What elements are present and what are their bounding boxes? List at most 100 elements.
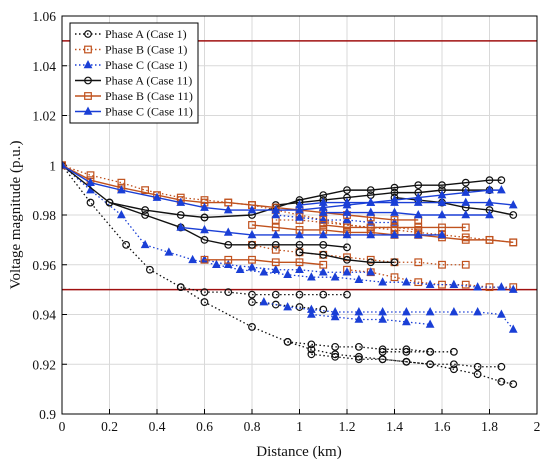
series-line [204, 259, 324, 266]
data-point [497, 377, 506, 386]
data-point [318, 229, 328, 239]
data-point [319, 240, 328, 249]
legend-label: Phase C (Case 1) [105, 58, 187, 72]
y-tick-label: 1 [49, 158, 56, 173]
data-point [188, 254, 197, 264]
data-point [283, 337, 292, 346]
x-tick-label: 0 [59, 419, 66, 434]
y-tick-label: 1.04 [32, 59, 56, 74]
data-point [497, 176, 506, 185]
data-point [330, 312, 340, 321]
series-6 [62, 160, 518, 239]
data-point [413, 229, 423, 239]
x-tick-label: 0.2 [101, 419, 118, 434]
data-point [426, 360, 435, 369]
data-point [413, 210, 423, 219]
data-point [366, 255, 375, 264]
series-line [299, 251, 395, 263]
data-point [343, 253, 351, 262]
data-point [164, 247, 174, 256]
data-point [307, 340, 316, 349]
series-line [275, 189, 490, 206]
data-point [402, 317, 411, 326]
data-point [319, 250, 328, 259]
series-line [251, 224, 514, 244]
series-line [394, 196, 514, 216]
legend-label: Phase B (Case 1) [105, 43, 187, 57]
data-point [319, 290, 328, 299]
data-point [307, 309, 316, 318]
data-point [283, 302, 292, 311]
series-line [299, 201, 514, 206]
data-point [414, 278, 423, 287]
data-point [295, 258, 304, 267]
data-point [473, 370, 482, 379]
y-axis-label: Voltage magnitude (p.u.) [8, 141, 24, 290]
data-point [141, 186, 150, 195]
data-point [141, 206, 150, 214]
data-point [378, 345, 387, 354]
x-tick-label: 2 [534, 419, 541, 434]
data-point [485, 185, 494, 194]
legend-marker [84, 30, 92, 38]
data-point [508, 284, 518, 293]
data-point [425, 319, 435, 328]
data-point [508, 324, 518, 333]
data-point [461, 178, 470, 187]
data-point [343, 243, 351, 252]
data-point [437, 197, 447, 206]
data-point [200, 235, 209, 244]
data-point [271, 210, 281, 219]
x-axis-label: Distance (km) [256, 444, 341, 460]
data-point [318, 197, 328, 206]
data-point [366, 186, 375, 195]
data-point [354, 355, 363, 364]
data-point [378, 277, 387, 286]
data-point [414, 181, 423, 190]
data-point [437, 210, 447, 219]
data-point [176, 211, 185, 219]
data-point [390, 207, 399, 216]
data-point [461, 210, 471, 219]
data-point [223, 205, 233, 214]
legend-marker [83, 60, 93, 69]
y-tick-label: 0.98 [32, 208, 56, 223]
data-point [342, 229, 352, 239]
data-point [378, 347, 387, 356]
data-point [247, 229, 257, 239]
data-point [509, 211, 518, 219]
data-point [248, 240, 256, 249]
data-point [176, 283, 185, 292]
data-point [390, 197, 399, 206]
data-point [449, 360, 458, 369]
data-point [271, 229, 281, 239]
data-point [354, 342, 363, 351]
data-point [271, 264, 281, 274]
data-point [224, 288, 233, 297]
x-tick-label: 1.6 [434, 419, 451, 434]
data-point [425, 279, 435, 288]
data-point [176, 222, 186, 231]
data-point [117, 178, 126, 187]
data-point [449, 365, 458, 374]
data-point [402, 347, 411, 356]
data-point [224, 240, 233, 249]
data-point [259, 267, 269, 276]
y-tick-label: 1.02 [32, 109, 56, 124]
series-line [62, 164, 514, 291]
data-point [319, 305, 328, 314]
series-line [263, 301, 514, 330]
data-point [86, 177, 95, 186]
y-tick-label: 0.94 [32, 308, 56, 323]
x-tick-label: 0.6 [196, 419, 213, 434]
data-point [105, 198, 114, 207]
data-point [449, 347, 458, 356]
data-point [390, 258, 399, 267]
data-point [307, 345, 316, 354]
x-tick-label: 1 [296, 419, 303, 434]
data-point [461, 197, 471, 206]
data-point [247, 262, 257, 271]
y-tick-label: 1.06 [32, 9, 56, 24]
series-5 [62, 161, 518, 269]
data-point [485, 210, 494, 219]
